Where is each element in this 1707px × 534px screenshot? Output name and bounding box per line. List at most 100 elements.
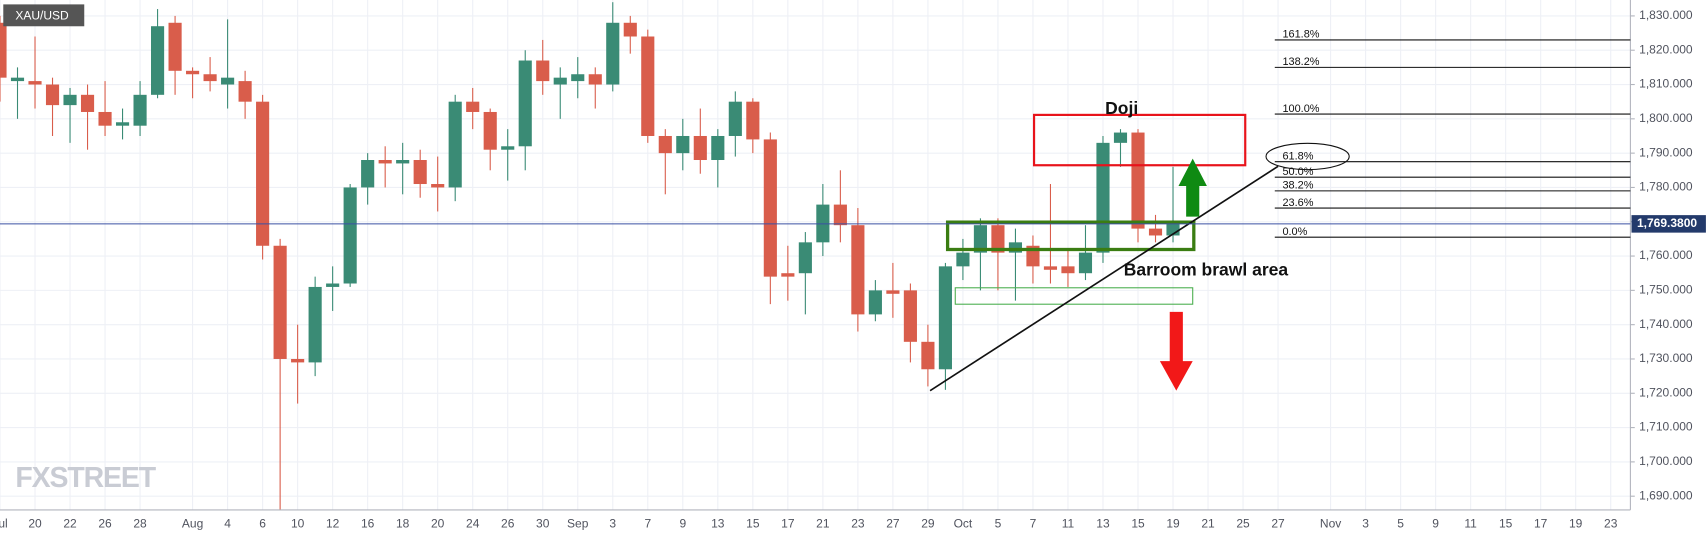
- candle-body: [186, 70, 200, 75]
- candle-body: [45, 84, 60, 106]
- last-price-label: 1,769.3800: [1637, 216, 1697, 230]
- candle-body: [238, 81, 252, 102]
- candle-body: [115, 122, 130, 126]
- candle-body: [431, 184, 445, 188]
- x-tick-label: 26: [98, 516, 112, 530]
- candle-body: [256, 101, 270, 246]
- candle-body: [378, 160, 392, 164]
- candle-body: [343, 187, 357, 284]
- y-tick-label: 1,800.000: [1639, 111, 1693, 125]
- candle-body: [676, 135, 690, 154]
- x-tick-label: 17: [781, 516, 795, 530]
- candle-body: [0, 22, 7, 78]
- y-tick-label: 1,690.000: [1639, 488, 1693, 502]
- candle-body: [763, 139, 777, 277]
- candle-body: [1061, 266, 1075, 274]
- candle-body: [623, 22, 637, 37]
- up-arrow: [1178, 158, 1207, 217]
- candle-body: [98, 111, 112, 126]
- fib-label: 50.0%: [1282, 166, 1313, 178]
- candle-body: [903, 290, 917, 342]
- x-tick-label: 26: [501, 516, 515, 530]
- candle-body: [1131, 132, 1145, 229]
- x-tick-label: 9: [1432, 516, 1439, 530]
- candle-body: [1043, 266, 1058, 270]
- down-arrow: [1159, 311, 1193, 391]
- candle-body: [396, 160, 410, 164]
- candle-body: [466, 101, 480, 112]
- trend-line: [929, 165, 1279, 392]
- x-tick-label: 11: [1464, 516, 1477, 530]
- candle-body: [781, 273, 795, 277]
- support-box: [954, 287, 1194, 305]
- x-tick-label: 5: [995, 516, 1002, 530]
- candle-body: [798, 242, 812, 274]
- candle-body: [588, 74, 602, 85]
- x-tick-label: 18: [396, 516, 410, 530]
- candle-body: [536, 60, 550, 82]
- y-tick-label: 1,750.000: [1639, 283, 1693, 297]
- candle-body: [973, 225, 987, 253]
- doji-label: Doji: [1105, 98, 1138, 118]
- y-tick-label: 1,720.000: [1639, 385, 1693, 399]
- candle-body: [151, 26, 165, 95]
- x-tick-label: 3: [1362, 516, 1369, 530]
- candle-body: [168, 22, 182, 71]
- candle-body: [553, 77, 567, 85]
- fib-label: 100.0%: [1282, 103, 1319, 115]
- x-tick-label: 29: [921, 516, 935, 530]
- x-tick-label: Sep: [567, 516, 589, 530]
- candle-body: [326, 283, 340, 287]
- candle-body: [483, 111, 497, 150]
- marks-layer: [0, 2, 1180, 510]
- x-tick-label: 11: [1062, 516, 1075, 530]
- y-tick-label: 1,740.000: [1639, 317, 1693, 331]
- candle-body: [658, 135, 672, 154]
- x-tick-label: 13: [711, 516, 725, 530]
- candle-body: [921, 341, 935, 370]
- x-tick-label: 10: [291, 516, 305, 530]
- candle-body: [28, 81, 42, 85]
- x-tick-label: 23: [1604, 516, 1618, 530]
- candle-body: [273, 245, 287, 359]
- x-tick-label: 20: [431, 516, 445, 530]
- last-price-box: [1631, 215, 1706, 233]
- x-tick-label: 7: [644, 516, 651, 530]
- x-tick-label: 15: [746, 516, 760, 530]
- candle-body: [571, 74, 585, 82]
- candle-body: [413, 160, 427, 185]
- x-tick-label: 27: [886, 516, 900, 530]
- x-tick-label: 22: [63, 516, 77, 530]
- candle-body: [10, 77, 25, 82]
- x-tick-label: Aug: [182, 516, 203, 530]
- candle-body: [308, 286, 322, 363]
- candle-body: [63, 94, 77, 106]
- candle-body: [1008, 242, 1023, 253]
- candle-body: [291, 358, 305, 363]
- y-tick-label: 1,710.000: [1639, 420, 1693, 434]
- fib-label: 61.8%: [1282, 151, 1313, 163]
- x-tick-label: 6: [259, 516, 266, 530]
- x-tick-label: 20: [28, 516, 42, 530]
- candle-body: [711, 135, 725, 161]
- x-tick-label: 19: [1569, 516, 1583, 530]
- candle-body: [501, 146, 515, 150]
- x-tick-label: 5: [1397, 516, 1404, 530]
- y-tick-label: 1,820.000: [1639, 42, 1693, 56]
- y-tick-label: 1,790.000: [1639, 145, 1693, 159]
- x-tick-label: 9: [679, 516, 686, 530]
- candle-body: [133, 94, 147, 126]
- candle-body: [1096, 142, 1110, 253]
- x-tick-label: 17: [1534, 516, 1548, 530]
- candle-body: [833, 204, 847, 226]
- x-tick-label: 23: [851, 516, 865, 530]
- x-tick-label: 21: [1201, 516, 1215, 530]
- x-tick-label: 21: [816, 516, 830, 530]
- candle-body: [203, 74, 217, 82]
- candle-body: [938, 266, 952, 370]
- x-tick-label: Oct: [954, 516, 973, 530]
- candle-body: [518, 60, 532, 147]
- x-tick-label: 12: [326, 516, 340, 530]
- x-tick-label: 15: [1499, 516, 1513, 530]
- candle-body: [746, 101, 760, 140]
